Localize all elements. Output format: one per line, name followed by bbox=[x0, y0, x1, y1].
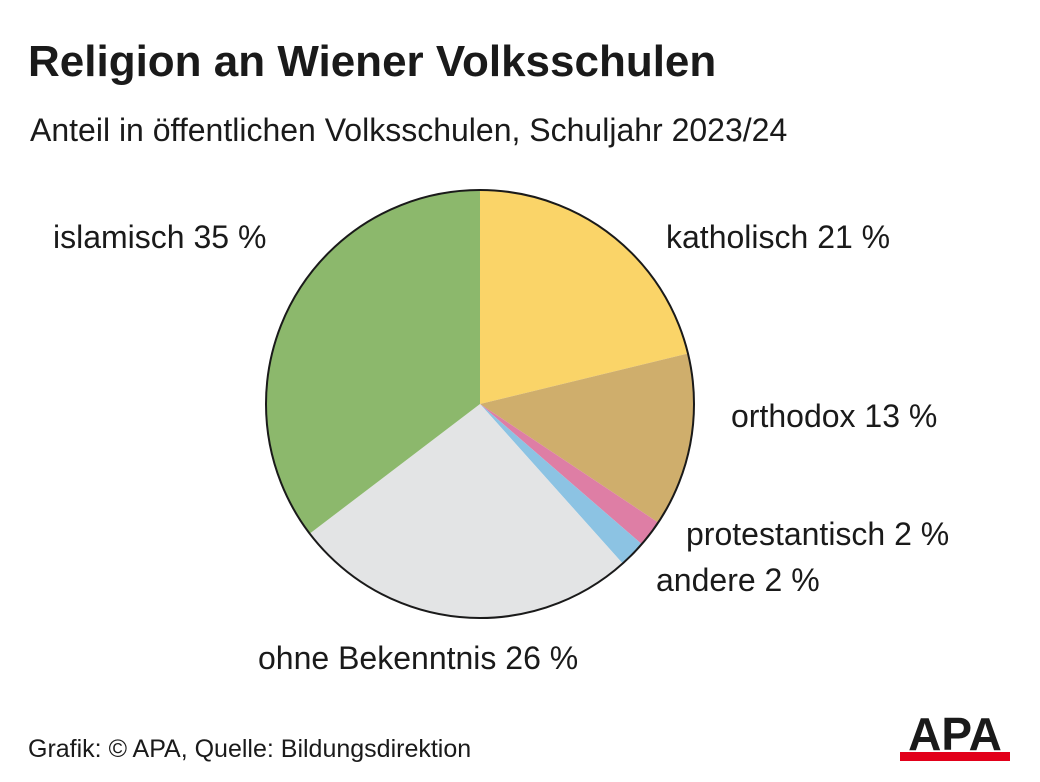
pie-outline bbox=[265, 189, 695, 619]
logo-accent-bar bbox=[900, 752, 1010, 761]
slice-label-katholisch: katholisch 21 % bbox=[666, 219, 890, 255]
slice-label-ohne-bekenntnis: ohne Bekenntnis 26 % bbox=[258, 640, 578, 676]
pie-labels: katholisch 21 % orthodox 13 % protestantis… bbox=[53, 219, 949, 676]
slice-label-protestantisch: protestantisch 2 % bbox=[686, 516, 949, 552]
source-credit: Grafik: © APA, Quelle: Bildungsdirektion bbox=[28, 735, 472, 763]
apa-logo: APA bbox=[900, 712, 1010, 761]
pie-slice-protestantisch bbox=[480, 404, 659, 545]
chart-title: Religion an Wiener Volksschulen bbox=[28, 37, 717, 86]
pie-slice-katholisch bbox=[480, 190, 688, 404]
pie-slice-orthodox bbox=[480, 353, 695, 523]
pie-slice-ohne-bekenntnis bbox=[309, 404, 623, 619]
pie-slices bbox=[266, 190, 695, 619]
slice-label-orthodox: orthodox 13 % bbox=[731, 398, 937, 434]
pie-slice-andere bbox=[480, 404, 642, 564]
pie-slice-islamisch bbox=[266, 190, 480, 534]
slice-label-islamisch: islamisch 35 % bbox=[53, 219, 266, 255]
chart-subtitle: Anteil in öffentlichen Volksschulen, Sch… bbox=[30, 112, 788, 148]
pie-chart: katholisch 21 % orthodox 13 % protestantis… bbox=[53, 189, 949, 676]
slice-label-andere: andere 2 % bbox=[656, 562, 820, 598]
